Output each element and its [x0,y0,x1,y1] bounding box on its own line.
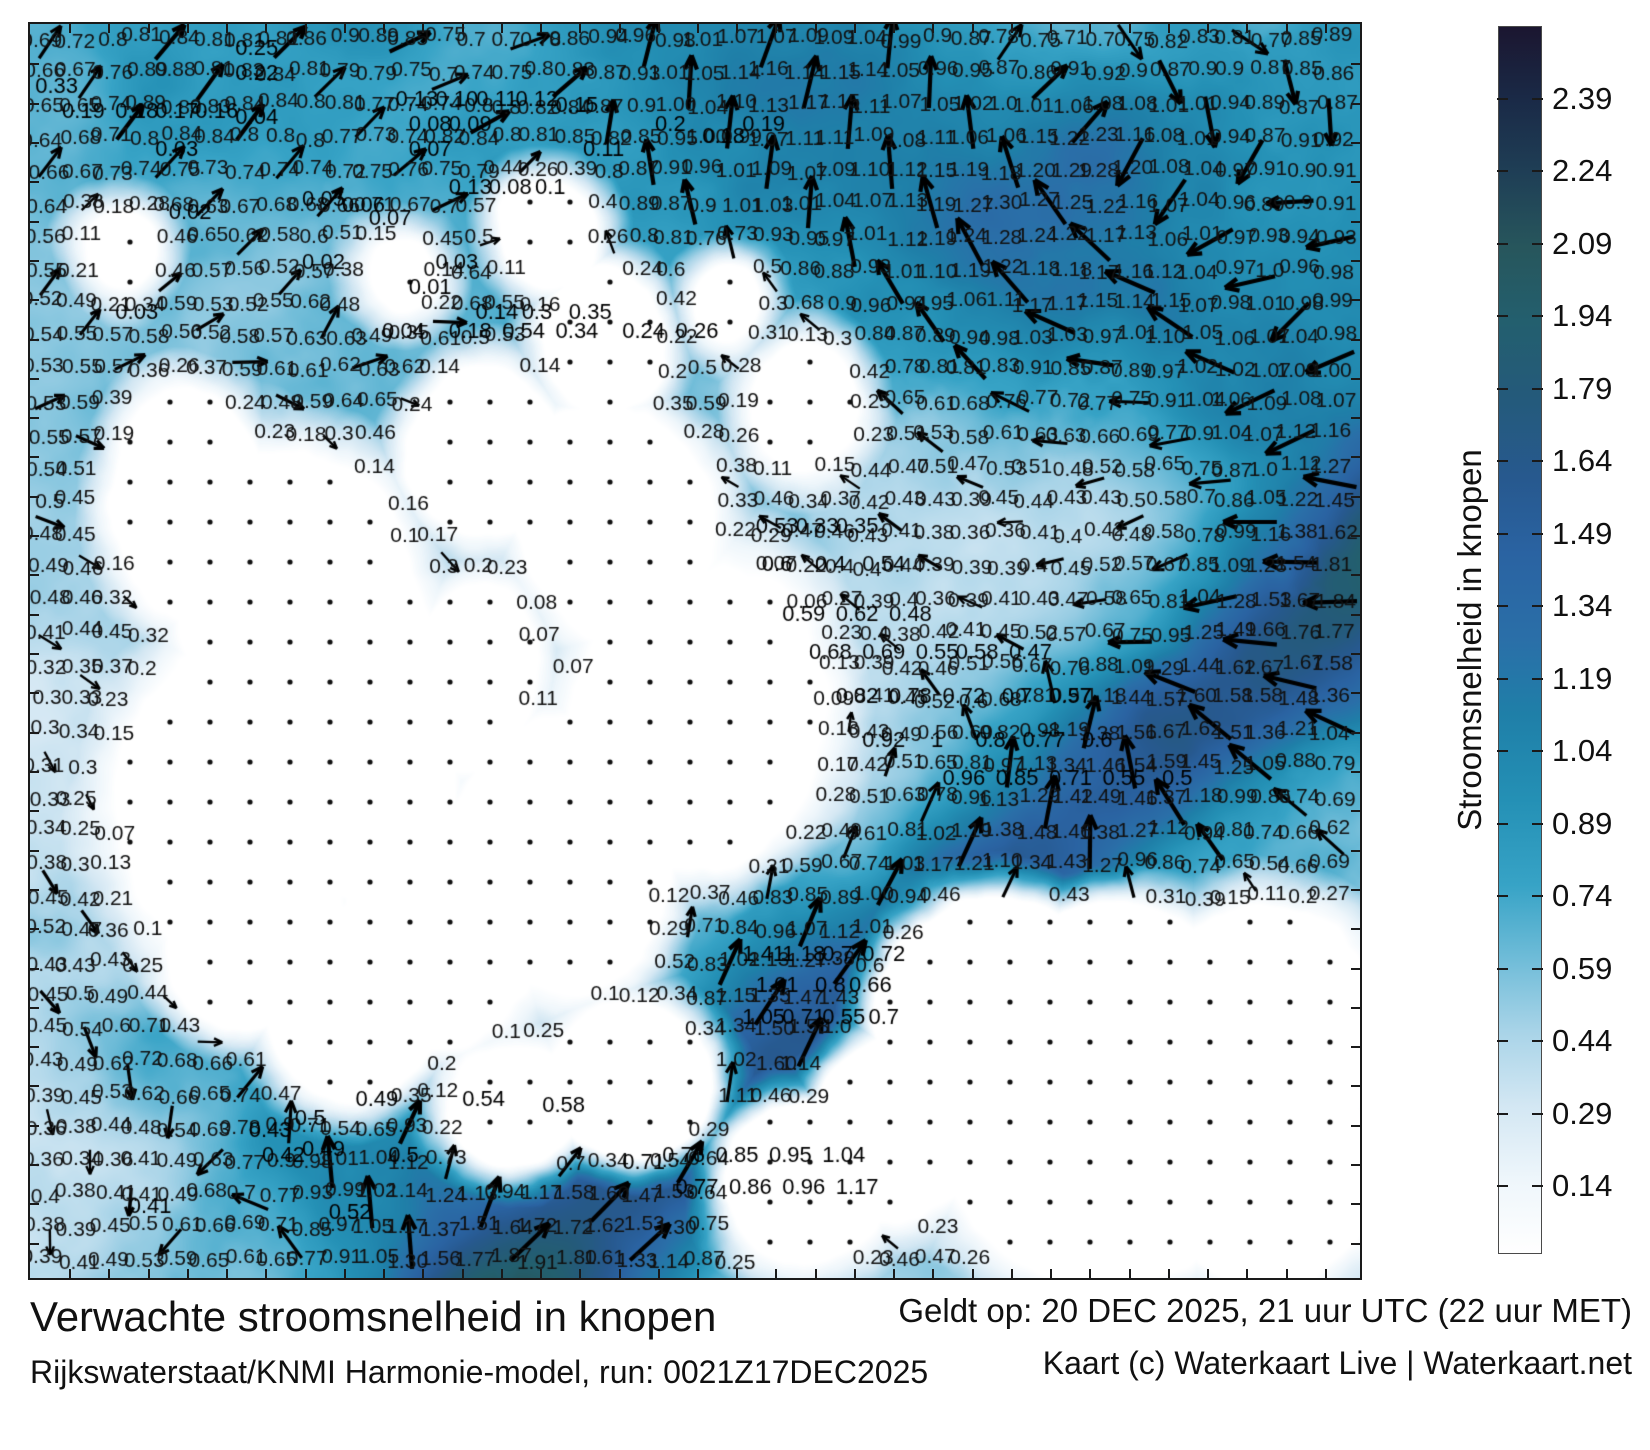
colorbar-tick-label: 2.24 [1552,153,1613,189]
colorbar-tick-label: 2.39 [1552,80,1613,116]
colorbar-tick [1497,242,1508,245]
colorbar-tick [1532,895,1543,898]
current-speed-map[interactable] [30,24,1360,1278]
colorbar-tick [1497,822,1508,825]
colorbar-tick-label: 0.14 [1552,1168,1613,1204]
colorbar-tick [1532,460,1543,463]
colorbar-tick [1532,387,1543,390]
valid-time-text: Geldt op: 20 DEC 2025, 21 uur UTC (22 uu… [898,1292,1632,1329]
colorbar-tick [1497,460,1508,463]
colorbar-tick-label: 1.64 [1552,443,1613,479]
colorbar-axis-title: Stroomsnelheid in knopen [1448,26,1492,1254]
colorbar-tick-label: 1.19 [1552,660,1613,696]
colorbar-tick [1532,315,1543,318]
colorbar-tick [1497,387,1508,390]
colorbar-tick-label: 0.44 [1552,1023,1613,1059]
map-axes[interactable] [28,22,1362,1280]
colorbar-axis-title-text: Stroomsnelheid in knopen [1451,449,1488,831]
colorbar-tick [1532,967,1543,970]
colorbar-tick-label: 0.89 [1552,805,1613,841]
colorbar-tick [1497,1112,1508,1115]
colorbar-tick [1532,750,1543,753]
colorbar-gradient [1498,26,1542,1254]
colorbar-tick-label: 2.09 [1552,225,1613,261]
colorbar-tick-labels: 2.39 2.24 2.09 1.94 1.79 1.64 1.49 1.34 1.19 1.04… [1552,26,1632,1254]
colorbar-tick [1532,1185,1543,1188]
colorbar-tick [1532,822,1543,825]
caption-right: Geldt op: 20 DEC 2025, 21 uur UTC (22 uu… [898,1292,1632,1382]
colorbar-tick-label: 0.29 [1552,1095,1613,1131]
colorbar-tick-label: 1.94 [1552,298,1613,334]
colorbar-tick [1532,97,1543,100]
colorbar-tick [1532,1040,1543,1043]
colorbar-tick [1497,1040,1508,1043]
colorbar-tick [1532,1112,1543,1115]
colorbar-tick [1497,967,1508,970]
colorbar-tick-label: 0.59 [1552,950,1613,986]
colorbar-tick [1497,895,1508,898]
colorbar-tick-label: 1.04 [1552,733,1613,769]
colorbar-ticks [1497,26,1543,1254]
map-credit-text: Kaart (c) Waterkaart Live | Waterkaart.n… [1042,1344,1632,1381]
colorbar-container [1497,26,1543,1254]
colorbar-tick [1532,532,1543,535]
colorbar-tick [1532,170,1543,173]
colorbar-tick [1497,750,1508,753]
colorbar-tick [1497,97,1508,100]
colorbar-tick [1497,1185,1508,1188]
colorbar-tick [1497,677,1508,680]
colorbar-tick [1532,605,1543,608]
colorbar-tick-label: 1.79 [1552,370,1613,406]
page-title: Verwachte stroomsnelheid in knopen [30,1293,717,1340]
colorbar-tick [1532,242,1543,245]
colorbar-tick [1497,315,1508,318]
model-run-subtitle: Rijkswaterstaat/KNMI Harmonie-model, run… [30,1353,929,1390]
colorbar-tick-label: 1.49 [1552,515,1613,551]
colorbar-tick-label: 1.34 [1552,588,1613,624]
colorbar-tick [1497,605,1508,608]
colorbar-tick [1497,170,1508,173]
colorbar-tick [1532,677,1543,680]
caption-left: Verwachte stroomsnelheid in knopen Rijks… [30,1292,929,1391]
colorbar-tick-label: 0.74 [1552,878,1613,914]
colorbar-tick [1497,532,1508,535]
